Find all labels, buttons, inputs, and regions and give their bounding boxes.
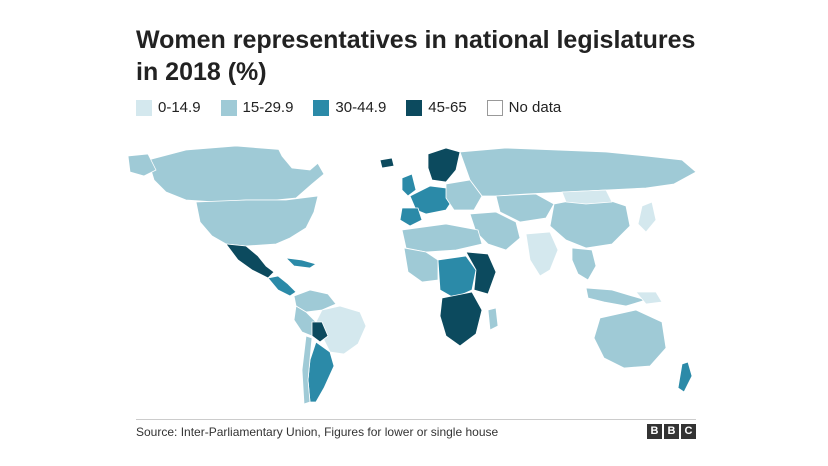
legend-label-3: 30-44.9 xyxy=(335,99,387,116)
region-north-africa xyxy=(401,223,483,253)
region-greenland xyxy=(275,140,327,171)
region-uk xyxy=(401,173,417,197)
bbc-logo: B B C xyxy=(645,424,696,439)
bbc-logo-letter-1: B xyxy=(647,424,662,439)
region-central-africa xyxy=(437,255,477,299)
legend-swatch-3 xyxy=(313,100,330,116)
legend-label-5: No data xyxy=(508,99,562,116)
world-map-svg xyxy=(127,140,697,405)
legend-item-1: 0-14.9 xyxy=(136,99,201,117)
region-indonesia xyxy=(585,287,647,307)
legend-label-1: 0-14.9 xyxy=(158,99,201,116)
region-iberia xyxy=(399,207,423,227)
region-bolivia xyxy=(311,321,329,343)
region-central-asia xyxy=(495,193,555,223)
region-east-africa xyxy=(465,251,497,295)
region-mexico xyxy=(225,243,275,279)
region-scandinavia xyxy=(427,147,461,183)
chart-title: Women representatives in national legisl… xyxy=(136,26,696,86)
region-india xyxy=(525,231,559,277)
bbc-logo-letter-3: C xyxy=(681,424,696,439)
legend-item-2: 15-29.9 xyxy=(220,99,294,117)
region-southeast-asia xyxy=(571,247,597,281)
legend-label-4: 45-65 xyxy=(428,99,467,116)
legend-swatch-5 xyxy=(486,100,503,116)
bbc-logo-letter-2: B xyxy=(664,424,679,439)
legend-item-5: No data xyxy=(486,99,562,117)
region-chile xyxy=(301,335,313,405)
region-new-zealand xyxy=(677,361,693,393)
region-japan xyxy=(637,201,657,233)
legend-swatch-1 xyxy=(136,100,152,116)
region-canada xyxy=(147,145,325,203)
region-papua xyxy=(635,291,663,305)
region-russia xyxy=(459,147,697,197)
legend-label-2: 15-29.9 xyxy=(242,99,294,116)
legend-swatch-4 xyxy=(406,100,423,116)
world-map xyxy=(126,140,702,410)
region-central-america xyxy=(267,275,297,297)
region-usa xyxy=(195,195,319,247)
region-mongolia xyxy=(561,189,613,205)
legend: 0-14.9 15-29.9 30-44.9 45-65 No data xyxy=(136,97,581,119)
region-iceland xyxy=(379,157,395,169)
region-madagascar xyxy=(487,307,499,331)
region-alaska xyxy=(127,153,157,177)
legend-swatch-2 xyxy=(220,100,237,116)
region-southern-africa xyxy=(439,291,483,347)
source-note: Source: Inter-Parliamentary Union, Figur… xyxy=(136,425,499,439)
legend-item-3: 30-44.9 xyxy=(313,99,386,117)
footer-divider xyxy=(136,419,696,420)
region-west-africa xyxy=(403,247,439,283)
legend-item-4: 45-65 xyxy=(406,99,467,117)
region-australia xyxy=(593,309,667,369)
region-caribbean xyxy=(285,257,317,269)
